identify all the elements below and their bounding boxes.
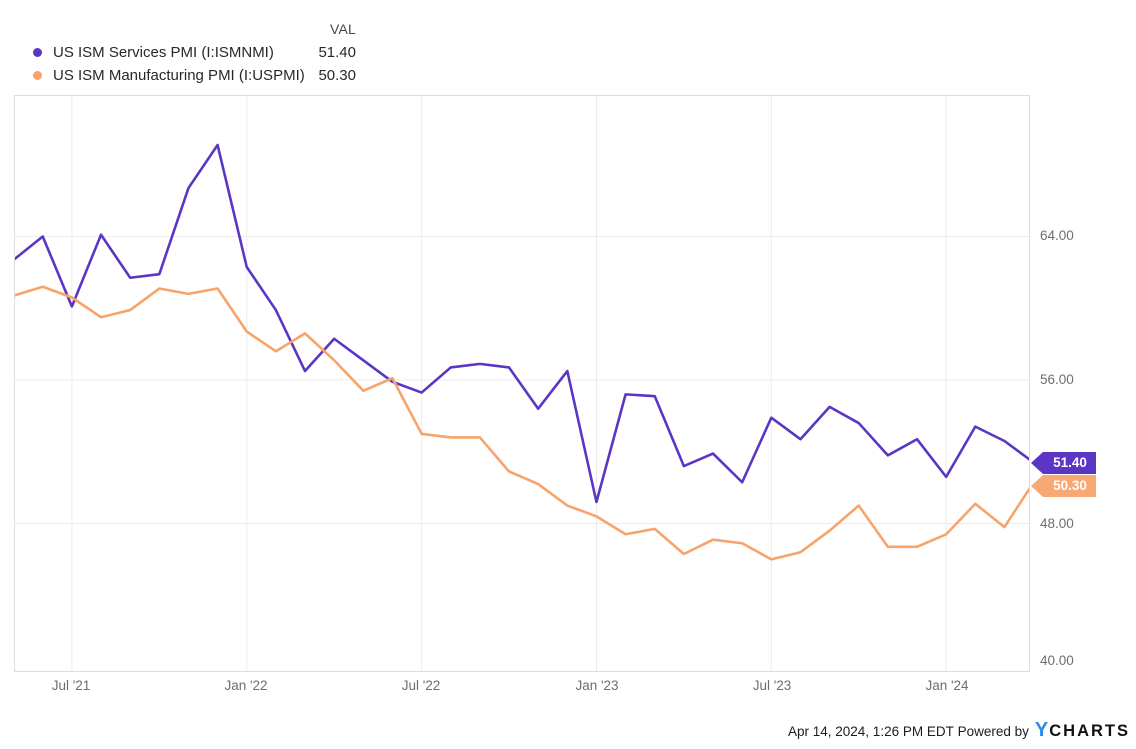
x-axis-tick-label: Jan '24 bbox=[925, 678, 969, 693]
chart-footer: Apr 14, 2024, 1:26 PM EDT Powered by Y CHA… bbox=[788, 719, 1130, 742]
x-axis-tick-label: Jan '23 bbox=[575, 678, 619, 693]
y-axis-tick-label: 40.00 bbox=[1040, 653, 1074, 668]
series-color-dot-manufacturing bbox=[33, 71, 42, 80]
x-axis-tick-label: Jul '21 bbox=[51, 678, 91, 693]
y-axis-tick-label: 56.00 bbox=[1040, 372, 1074, 387]
series-line-manufacturing[interactable] bbox=[15, 285, 1029, 561]
series-end-value-tag-services: 51.40 bbox=[1031, 452, 1096, 474]
legend-value-services: 51.40 bbox=[318, 44, 356, 61]
ycharts-logo-charts: CHARTS bbox=[1049, 722, 1130, 740]
x-axis-tick-label: Jan '22 bbox=[224, 678, 268, 693]
y-axis-tick-label: 64.00 bbox=[1040, 228, 1074, 243]
legend-item-manufacturing[interactable]: US ISM Manufacturing PMI (I:USPMI) 50.30 bbox=[30, 67, 356, 84]
legend-item-services[interactable]: US ISM Services PMI (I:ISMNMI) 51.40 bbox=[30, 44, 356, 61]
legend-label-services: US ISM Services PMI (I:ISMNMI) bbox=[53, 44, 274, 61]
series-line-services[interactable] bbox=[15, 143, 1029, 504]
y-axis-tick-label: 48.00 bbox=[1040, 516, 1074, 531]
footer-timestamp: Apr 14, 2024, 1:26 PM EDT bbox=[788, 724, 954, 739]
footer-powered-by: Powered by bbox=[957, 724, 1029, 739]
legend-val-column-header: VAL bbox=[329, 21, 356, 37]
x-axis-tick-label: Jul '22 bbox=[401, 678, 441, 693]
series-color-dot-services bbox=[33, 48, 42, 57]
legend-label-manufacturing: US ISM Manufacturing PMI (I:USPMI) bbox=[53, 67, 305, 84]
legend-value-manufacturing: 50.30 bbox=[318, 67, 356, 84]
ycharts-logo[interactable]: Y CHARTS bbox=[1035, 719, 1130, 742]
x-axis-tick-label: Jul '23 bbox=[752, 678, 792, 693]
ycharts-logo-y: Y bbox=[1034, 719, 1050, 741]
chart-canvas bbox=[15, 96, 1029, 671]
series-end-value-tag-manufacturing: 50.30 bbox=[1031, 475, 1096, 497]
chart-plot-area[interactable] bbox=[14, 95, 1030, 672]
